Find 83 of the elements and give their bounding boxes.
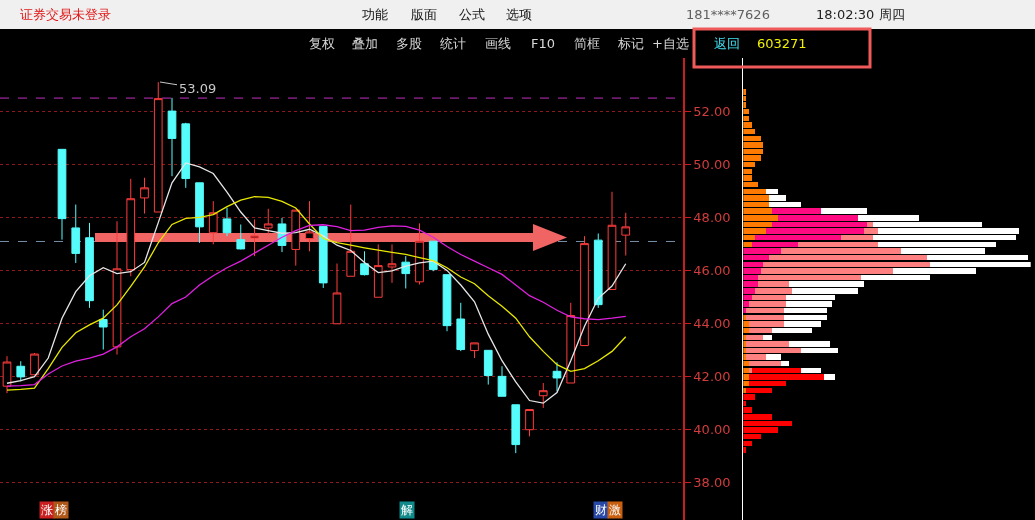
candlestick: [401, 255, 411, 289]
candlestick: [566, 302, 576, 384]
line-series: [6, 162, 627, 404]
y-tick-label: 44.00: [693, 316, 731, 332]
candlestick: [222, 207, 232, 237]
candlestick: [181, 122, 191, 189]
text: 公式: [459, 7, 485, 22]
candlestick: [112, 220, 122, 356]
candlestick: [195, 182, 204, 244]
candlestick: [593, 233, 603, 309]
candlestick: [167, 97, 177, 177]
text: 181****7626: [686, 7, 770, 22]
candlestick: [305, 200, 314, 252]
line-series: [6, 224, 627, 387]
candlestick: [332, 263, 342, 325]
text: 复权: [309, 36, 335, 51]
text: 画线: [485, 36, 511, 51]
text: 返回: [714, 36, 740, 51]
y-tick-label: 50.00: [693, 156, 731, 172]
bar: [763, 334, 773, 340]
candlestick: [360, 250, 369, 276]
annotation: 榜: [55, 503, 67, 517]
annotation: 财: [595, 503, 607, 517]
candlestick: [373, 243, 383, 298]
candlestick: [208, 200, 218, 245]
text: 多股: [396, 36, 422, 51]
bar: [823, 374, 836, 380]
candlestick: [497, 365, 507, 397]
candlestick: [470, 342, 479, 359]
candlestick: [525, 409, 534, 437]
candlestick: [263, 208, 273, 235]
text: F10: [531, 36, 556, 51]
candlestick: [126, 178, 136, 277]
candlestick: [621, 212, 631, 257]
y-tick-label: 48.00: [693, 209, 731, 225]
candlestick: [140, 177, 149, 215]
candlestick: [250, 218, 259, 257]
candlestick: [71, 204, 81, 264]
candlestick: [607, 191, 617, 291]
candlestick: [318, 226, 328, 289]
text: 标记: [617, 36, 644, 51]
candlestick: [85, 222, 94, 309]
candlestick: [538, 382, 548, 409]
candlestick: [16, 360, 26, 382]
candlestick: [291, 209, 301, 267]
annotation: 激: [609, 503, 621, 517]
annotation: 53.09: [179, 81, 217, 96]
bar: [749, 367, 752, 374]
text: 简框: [574, 36, 600, 51]
text: +自选: [652, 36, 689, 51]
text: 18:02:30 周四: [816, 7, 905, 22]
line-series: [6, 195, 627, 391]
candlestick: [346, 204, 356, 277]
candlestick: [552, 361, 562, 392]
candlestick: [415, 222, 424, 285]
text: 选项: [506, 7, 532, 22]
candlestick: [580, 235, 589, 347]
candlestick: [483, 349, 493, 386]
candlestick: [456, 302, 466, 352]
bar: [766, 354, 781, 360]
candlestick: [387, 243, 397, 284]
text: 版面: [411, 7, 437, 22]
candlestick: [98, 309, 108, 351]
text: 证券交易未登录: [20, 7, 111, 22]
text: 统计: [440, 36, 466, 51]
text: 叠加: [352, 36, 378, 51]
annotation: 解: [401, 503, 413, 517]
text: 功能: [362, 7, 388, 22]
y-tick-label: 52.00: [693, 103, 731, 119]
candlestick: [511, 404, 521, 454]
text: 603271: [757, 36, 807, 51]
y-tick-label: 38.00: [693, 475, 731, 491]
candlestick: [442, 274, 452, 332]
y-tick-label: 40.00: [693, 422, 731, 438]
bar: [800, 367, 821, 374]
candlestick: [153, 81, 163, 213]
y-tick-label: 42.00: [693, 369, 731, 385]
candlestick: [428, 240, 438, 272]
candlestick: [57, 148, 67, 241]
candlestick: [30, 352, 39, 376]
annotation: 涨: [41, 503, 53, 517]
y-tick-label: 46.00: [693, 262, 731, 278]
candlestick: [236, 223, 246, 250]
